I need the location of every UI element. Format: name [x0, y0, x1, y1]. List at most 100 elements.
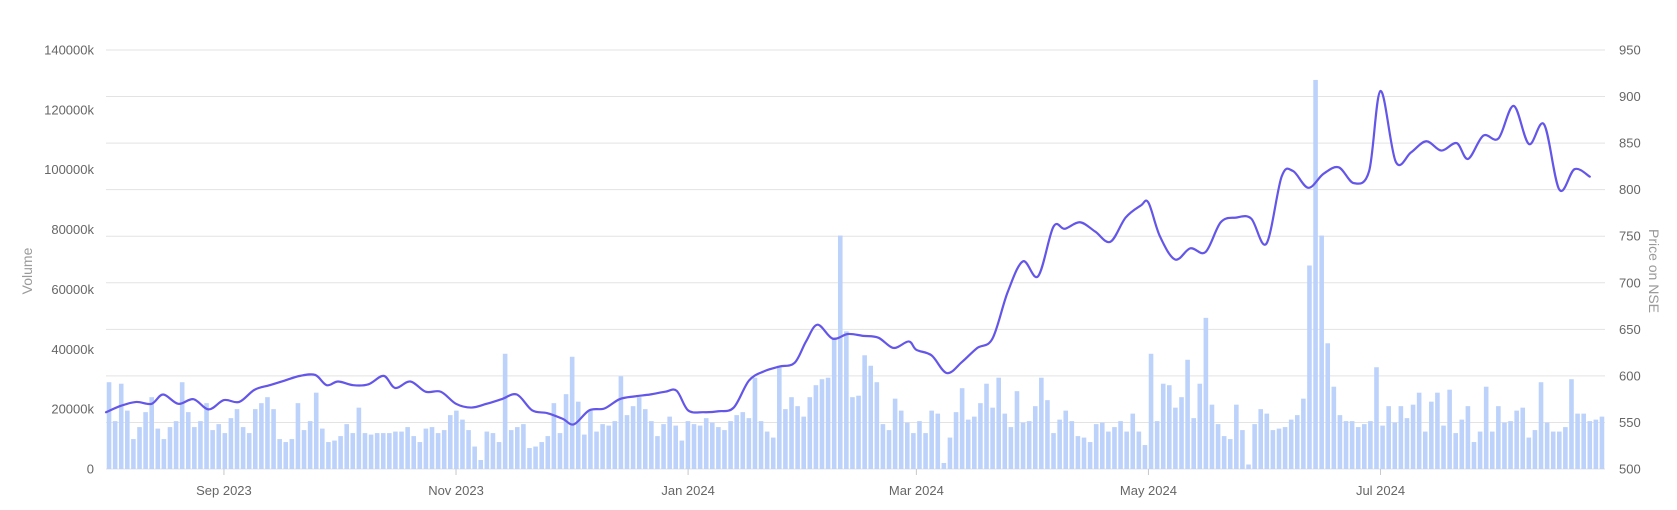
volume-bar	[210, 430, 215, 469]
volume-bar	[496, 442, 502, 469]
volume-bar	[1142, 445, 1148, 469]
volume-bar	[1282, 427, 1288, 469]
volume-bar	[606, 425, 612, 469]
volume-bar	[1288, 419, 1294, 469]
volume-bar	[143, 412, 148, 469]
volume-bar	[539, 442, 544, 469]
volume-bar	[1264, 413, 1270, 469]
volume-bar	[362, 433, 368, 469]
volume-bar	[594, 431, 599, 469]
volume-bar	[972, 416, 977, 470]
y-right-tick-label: 700	[1619, 275, 1641, 290]
volume-bar	[1203, 317, 1209, 469]
volume-bar	[819, 379, 825, 469]
volume-bar	[1337, 415, 1343, 469]
volume-bar	[1032, 406, 1038, 469]
x-tick-label: May 2024	[1120, 483, 1177, 498]
volume-bar	[807, 397, 813, 469]
volume-bar	[575, 401, 581, 469]
volume-bar	[295, 403, 301, 469]
volume-bar	[636, 397, 642, 469]
volume-bar	[1404, 418, 1410, 469]
volume-bar	[1179, 397, 1184, 469]
x-tick-label: Sep 2023	[196, 483, 252, 498]
volume-bar	[1483, 386, 1489, 469]
volume-bar	[953, 412, 959, 469]
volume-bar	[1532, 430, 1538, 469]
volume-bar	[984, 383, 989, 469]
volume-bar	[1471, 442, 1477, 469]
volume-bar	[831, 337, 837, 469]
volume-bar	[703, 418, 709, 469]
volume-bar	[551, 403, 557, 469]
volume-bar	[1563, 427, 1568, 469]
volume-bar	[173, 421, 179, 469]
volume-bar	[508, 430, 514, 469]
volume-bar	[1063, 410, 1069, 469]
y-left-tick-label: 80000k	[51, 222, 94, 237]
volume-bar	[332, 440, 337, 469]
volume-bar	[240, 427, 246, 469]
volume-bar	[1221, 436, 1227, 469]
volume-bar	[533, 446, 538, 469]
volume-bar	[569, 356, 575, 469]
volume-bar	[1538, 382, 1544, 469]
y-left-title: Volume	[19, 247, 35, 294]
volume-bar	[978, 403, 983, 469]
volume-bar	[1368, 421, 1373, 469]
volume-bar	[1026, 421, 1032, 469]
volume-bar	[1075, 436, 1081, 469]
volume-bar	[813, 385, 819, 469]
grid-lines	[106, 49, 1605, 470]
volume-bar	[612, 421, 618, 469]
volume-bar	[252, 409, 258, 469]
volume-bar	[898, 410, 904, 469]
volume-bar	[1246, 464, 1251, 469]
volume-bar	[1148, 353, 1154, 469]
volume-bar	[1496, 406, 1501, 469]
y-left-tick-label: 140000k	[44, 43, 94, 58]
volume-bar	[1045, 400, 1050, 469]
volume-bar	[1557, 431, 1562, 469]
volume-bar	[1489, 431, 1495, 469]
volume-bar	[149, 397, 154, 469]
volume-bar	[1002, 413, 1008, 469]
volume-bar	[746, 418, 752, 469]
y-right-tick-label: 550	[1619, 415, 1641, 430]
volume-bar	[941, 463, 947, 469]
volume-bar	[228, 418, 234, 469]
volume-bar	[667, 416, 672, 470]
volume-bar	[1099, 422, 1105, 469]
volume-bar	[1020, 422, 1026, 469]
volume-bar	[1307, 265, 1312, 469]
volume-bar	[435, 433, 441, 469]
volume-bar	[996, 377, 1001, 469]
volume-bar	[1167, 385, 1172, 469]
volume-bar	[801, 416, 806, 470]
volume-bar	[1374, 367, 1379, 469]
volume-bar	[222, 433, 228, 469]
volume-bar	[1575, 413, 1580, 469]
y-right-tick-label: 650	[1619, 322, 1641, 337]
volume-bar	[1380, 425, 1385, 469]
volume-bar	[649, 421, 654, 469]
volume-bar	[368, 434, 374, 469]
volume-bar	[1477, 431, 1483, 469]
volume-bar	[246, 433, 252, 469]
volume-bar	[423, 428, 429, 469]
volume-bar	[1581, 413, 1586, 469]
volume-bar	[752, 377, 758, 469]
volume-bar	[1081, 437, 1087, 469]
x-tick-label: Jan 2024	[661, 483, 715, 498]
volume-bar	[673, 425, 679, 469]
volume-bar	[277, 439, 282, 469]
y-right-tick-label: 800	[1619, 182, 1641, 197]
y-left-tick-label: 20000k	[51, 402, 94, 417]
volume-bar	[856, 395, 861, 469]
y-left-tick-label: 60000k	[51, 282, 94, 297]
volume-bar	[1447, 389, 1452, 469]
volume-bar	[1313, 79, 1318, 470]
volume-bar	[204, 403, 209, 469]
